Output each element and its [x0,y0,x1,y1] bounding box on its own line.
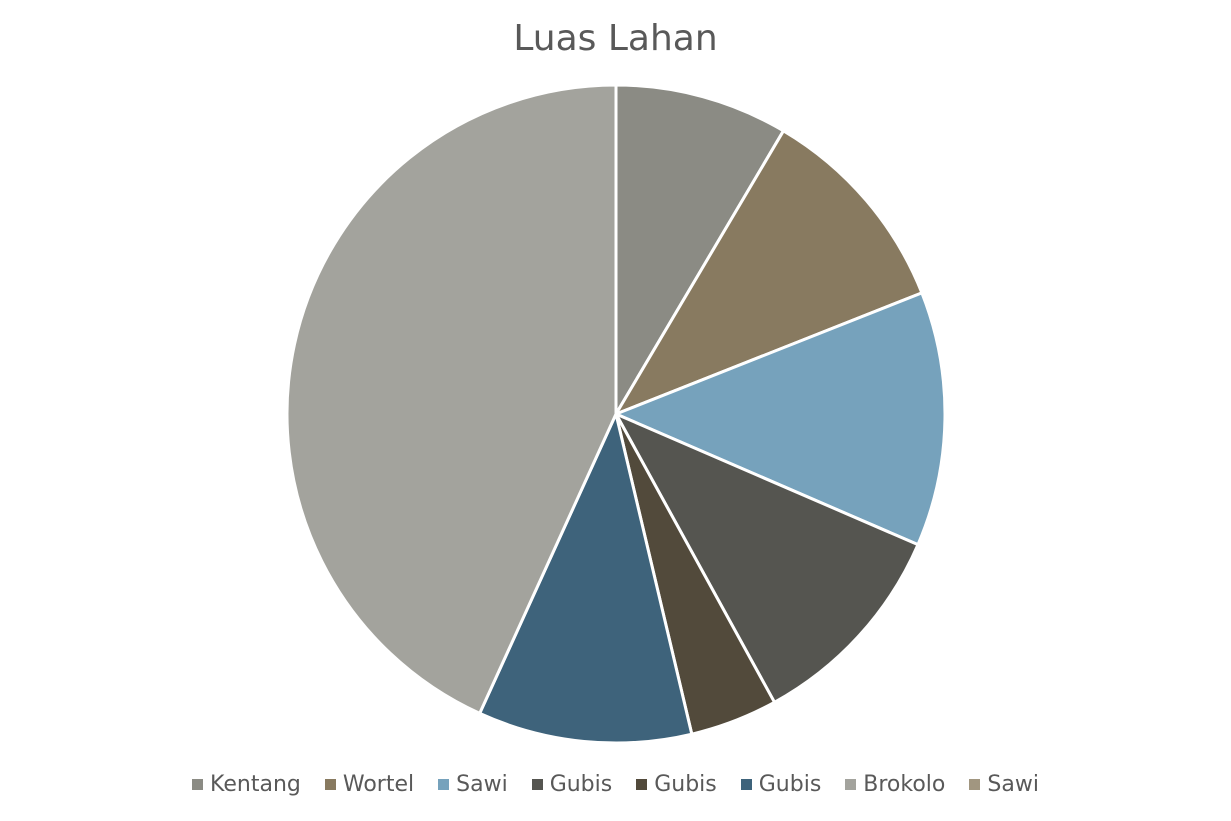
pie-slice-6 [478,412,694,745]
legend-label: Gubis [758,772,822,797]
pie-slice-2 [614,129,924,416]
pie-slice-7 [285,83,618,715]
legend-item-1: Kentang [192,772,301,797]
legend-item-2: Wortel [324,772,415,797]
legend-swatch [969,779,981,790]
legend-swatch [438,779,450,790]
legend-label: Gubis [549,772,613,797]
legend-label: Sawi [987,772,1039,797]
pie-slice-4 [614,412,920,704]
legend-swatch [192,779,204,790]
chart-legend: Kentang Wortel Sawi Gubis Gubis Gubis Brokolo S… [0,772,1231,797]
legend-item-3: Sawi [438,772,508,797]
legend-item-6: Gubis [740,772,822,797]
legend-label: Wortel [342,772,415,797]
legend-item-4: Gubis [531,772,613,797]
chart-title: Luas Lahan [513,18,718,59]
legend-swatch [324,779,336,790]
legend-swatch [531,779,543,790]
pie-slice-3 [614,291,947,547]
legend-item-8: Sawi [969,772,1039,797]
legend-label: Kentang [210,772,301,797]
legend-swatch [740,779,752,790]
pie-slice-1 [614,83,785,416]
legend-swatch [636,779,648,790]
legend-swatch [845,779,857,790]
legend-label: Brokolo [863,772,946,797]
legend-item-7: Brokolo [845,772,945,797]
legend-label: Sawi [456,772,508,797]
legend-item-5: Gubis [636,772,717,797]
legend-label: Gubis [654,772,717,797]
